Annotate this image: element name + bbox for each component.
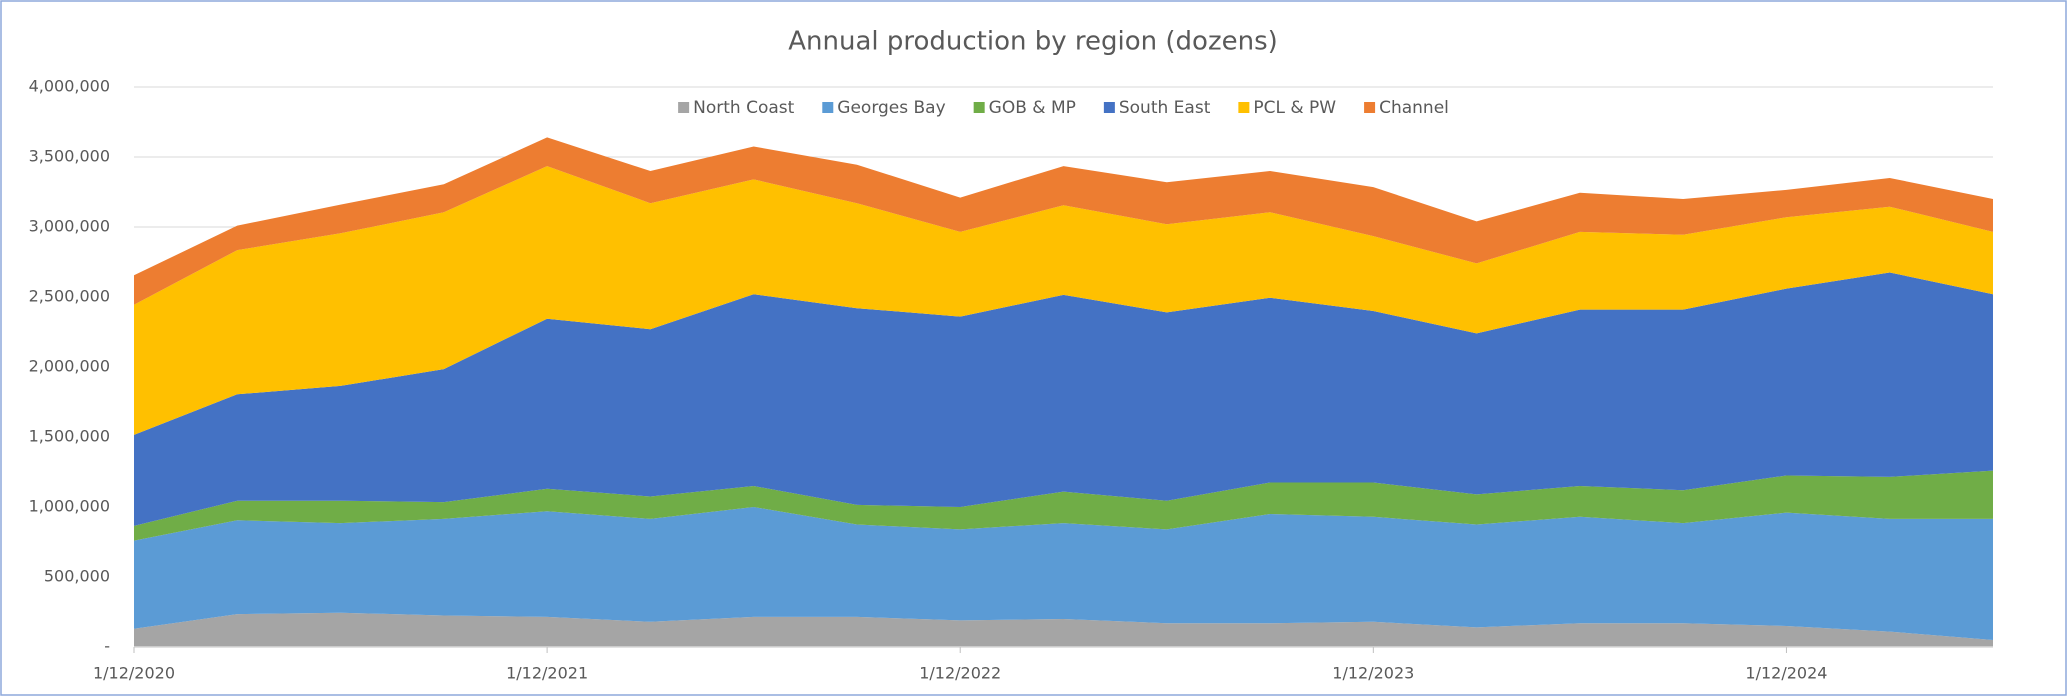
y-tick-label: 500,000: [44, 567, 110, 586]
x-tick-label: 1/12/2024: [1745, 664, 1827, 683]
y-tick-label: 1,000,000: [29, 497, 110, 516]
x-tick-label: 1/12/2020: [93, 664, 175, 683]
area: [134, 507, 1993, 640]
x-tick-label: 1/12/2023: [1332, 664, 1414, 683]
legend-label: North Coast: [693, 98, 794, 118]
legend-label: Channel: [1379, 98, 1449, 118]
legend-label: Georges Bay: [837, 98, 945, 118]
legend-swatch: [1238, 102, 1250, 113]
legend-swatch: [973, 102, 985, 113]
y-tick-label: -: [104, 637, 110, 656]
legend-label: GOB & MP: [989, 98, 1076, 118]
y-tick-label: 3,500,000: [29, 147, 110, 166]
area: [134, 137, 1993, 305]
x-tick-label: 1/12/2022: [919, 664, 1001, 683]
y-tick-label: 2,000,000: [29, 357, 110, 376]
y-tick-label: 3,000,000: [29, 217, 110, 236]
legend-swatch: [678, 102, 690, 113]
legend: North Coast Georges Bay GOB & MP South East…: [678, 98, 1449, 118]
area: [134, 612, 1993, 647]
y-tick-label: 1,500,000: [29, 427, 110, 446]
x-tick-label: 1/12/2021: [506, 664, 588, 683]
y-tick-label: 2,500,000: [29, 287, 110, 306]
area: [134, 470, 1993, 541]
legend-swatch: [1364, 102, 1376, 113]
legend-label: South East: [1119, 98, 1211, 118]
legend-swatch: [1103, 102, 1115, 113]
legend-swatch: [822, 102, 834, 113]
y-tick-label: 4,000,000: [29, 77, 110, 96]
area: [134, 272, 1993, 526]
area: [134, 166, 1993, 435]
chart-title: Annual production by region (dozens): [788, 27, 1278, 57]
legend-label: PCL & PW: [1253, 98, 1336, 118]
